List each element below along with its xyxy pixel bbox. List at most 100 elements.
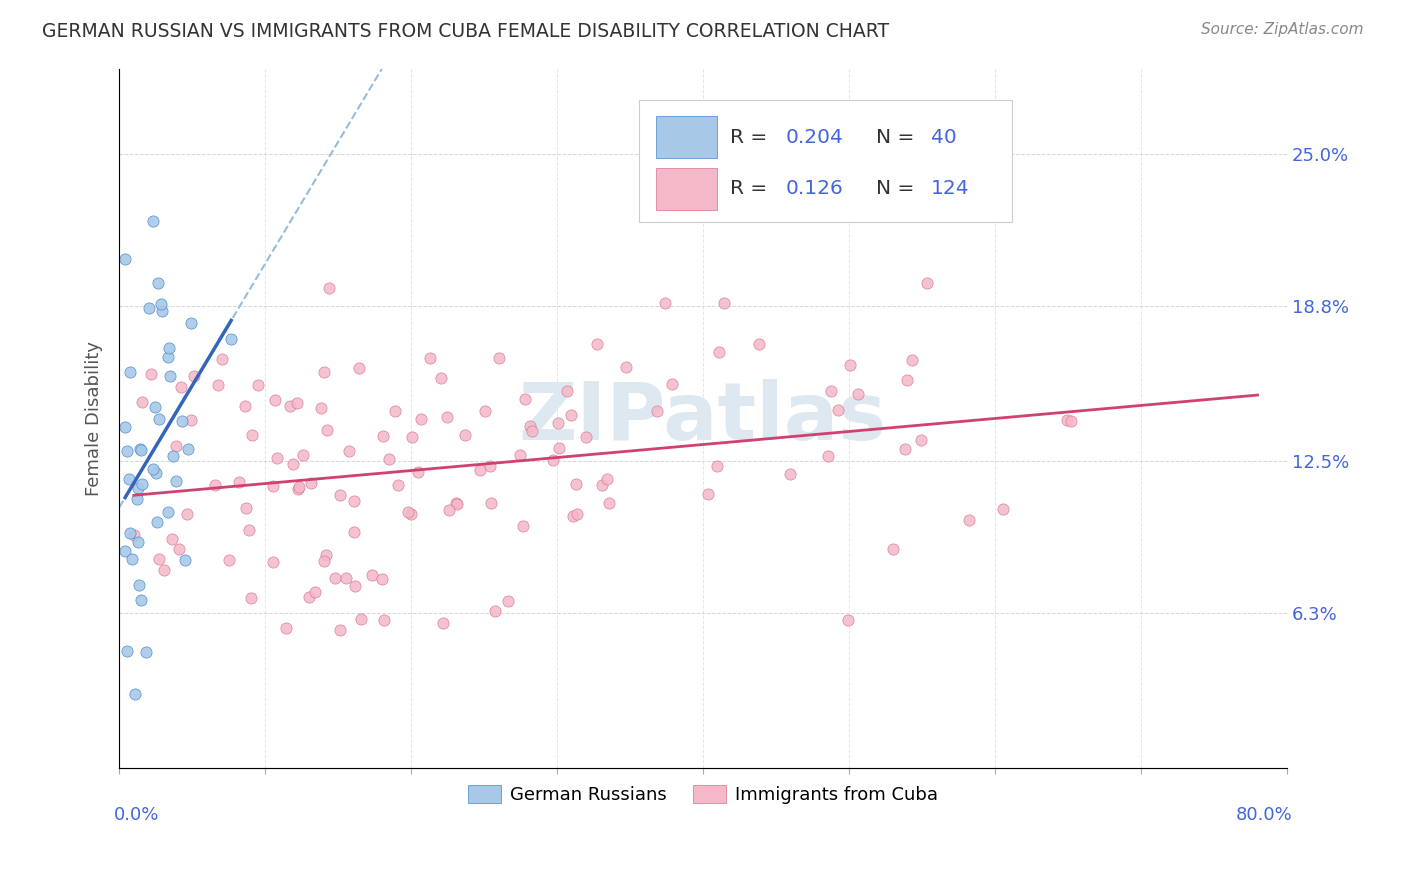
- Point: [118, 472, 141, 486]
- Point: [233, 399, 256, 413]
- Point: [141, 367, 163, 381]
- Point: [287, 482, 309, 496]
- Point: [479, 496, 502, 510]
- Y-axis label: Female Disability: Female Disability: [86, 341, 103, 496]
- Point: [157, 350, 180, 364]
- Point: [204, 478, 226, 492]
- Point: [586, 337, 609, 351]
- Point: [541, 453, 564, 467]
- Text: ZIPatlas: ZIPatlas: [519, 379, 887, 457]
- Point: [318, 281, 340, 295]
- Point: [180, 316, 202, 330]
- Point: [125, 491, 148, 506]
- Point: [131, 395, 153, 409]
- Point: [406, 465, 429, 479]
- Point: [453, 427, 475, 442]
- Point: [285, 395, 308, 409]
- Point: [157, 341, 180, 355]
- Point: [292, 448, 315, 462]
- Point: [145, 467, 167, 481]
- Text: Source: ZipAtlas.com: Source: ZipAtlas.com: [1201, 22, 1364, 37]
- Point: [893, 442, 915, 457]
- Point: [915, 277, 938, 291]
- Point: [474, 403, 496, 417]
- FancyBboxPatch shape: [638, 100, 1012, 222]
- Point: [335, 571, 357, 585]
- Point: [162, 449, 184, 463]
- Point: [401, 430, 423, 444]
- Point: [748, 337, 770, 351]
- Point: [827, 403, 849, 417]
- Point: [129, 442, 152, 457]
- Point: [709, 345, 731, 359]
- Point: [172, 414, 194, 428]
- Point: [145, 515, 167, 529]
- Point: [706, 459, 728, 474]
- Point: [131, 477, 153, 491]
- Point: [387, 478, 409, 492]
- Point: [150, 304, 173, 318]
- Point: [565, 507, 588, 521]
- Point: [299, 476, 322, 491]
- Point: [167, 541, 190, 556]
- Point: [817, 450, 839, 464]
- Point: [343, 494, 366, 508]
- Point: [264, 392, 287, 407]
- Point: [399, 507, 422, 521]
- Point: [595, 472, 617, 486]
- Point: [557, 384, 579, 398]
- Point: [882, 542, 904, 557]
- Point: [238, 523, 260, 537]
- Point: [165, 474, 187, 488]
- Point: [153, 563, 176, 577]
- Point: [207, 377, 229, 392]
- Point: [515, 392, 537, 406]
- Point: [713, 296, 735, 310]
- Point: [409, 412, 432, 426]
- Point: [274, 620, 297, 634]
- Point: [910, 434, 932, 448]
- Point: [312, 554, 335, 568]
- Point: [329, 623, 352, 637]
- Point: [228, 475, 250, 489]
- Point: [142, 214, 165, 228]
- Point: [484, 604, 506, 618]
- Point: [159, 368, 181, 383]
- Point: [645, 404, 668, 418]
- Point: [654, 296, 676, 310]
- Point: [565, 477, 588, 491]
- Point: [135, 645, 157, 659]
- Point: [176, 442, 198, 457]
- Point: [337, 443, 360, 458]
- Point: [127, 481, 149, 495]
- Point: [384, 404, 406, 418]
- Point: [779, 467, 801, 481]
- Point: [1056, 413, 1078, 427]
- Point: [180, 412, 202, 426]
- Point: [371, 572, 394, 586]
- Point: [444, 496, 467, 510]
- Text: GERMAN RUSSIAN VS IMMIGRANTS FROM CUBA FEMALE DISABILITY CORRELATION CHART: GERMAN RUSSIAN VS IMMIGRANTS FROM CUBA F…: [42, 22, 890, 41]
- Text: 80.0%: 80.0%: [1236, 806, 1292, 824]
- Point: [446, 497, 468, 511]
- Text: N =: N =: [876, 179, 921, 198]
- Point: [316, 423, 339, 437]
- Point: [993, 502, 1015, 516]
- Legend: German Russians, Immigrants from Cuba: German Russians, Immigrants from Cuba: [461, 777, 945, 811]
- Point: [488, 351, 510, 365]
- Text: R =: R =: [730, 128, 773, 146]
- Point: [150, 297, 173, 311]
- Point: [562, 508, 585, 523]
- Point: [697, 487, 720, 501]
- Point: [838, 358, 860, 372]
- Point: [266, 450, 288, 465]
- Point: [128, 578, 150, 592]
- Point: [288, 480, 311, 494]
- Point: [129, 592, 152, 607]
- Text: R =: R =: [730, 179, 780, 198]
- Point: [148, 412, 170, 426]
- Point: [396, 505, 419, 519]
- Point: [591, 477, 613, 491]
- Point: [114, 543, 136, 558]
- Point: [304, 585, 326, 599]
